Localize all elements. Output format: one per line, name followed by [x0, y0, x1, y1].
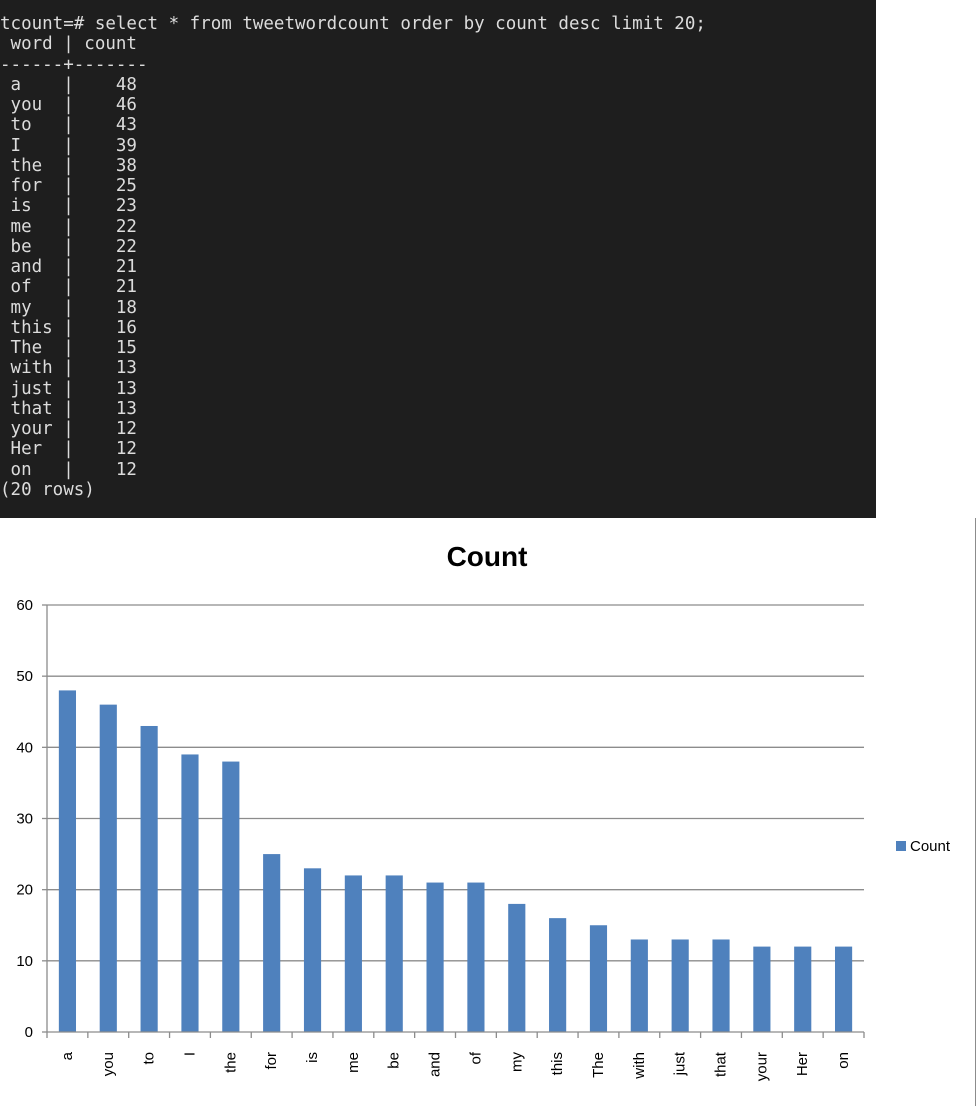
bar-be: [385, 875, 403, 1032]
terminal-line: The | 15: [0, 338, 137, 358]
bar-that: [712, 939, 730, 1032]
bar-a: [58, 690, 77, 1032]
x-tick-label: my: [508, 1052, 525, 1072]
bar-of: [467, 882, 485, 1032]
x-tick-label: to: [141, 1052, 158, 1065]
y-tick-label: 60: [16, 597, 33, 614]
terminal-line: I | 39: [0, 135, 137, 156]
x-tick-label: and: [427, 1052, 444, 1077]
x-tick-label: The: [590, 1052, 607, 1078]
terminal-line: the | 38: [0, 155, 137, 176]
terminal-line: you | 46: [0, 95, 137, 115]
legend-label: Count: [910, 838, 951, 855]
terminal-line: me | 22: [0, 216, 137, 237]
x-tick-label: of: [467, 1051, 484, 1064]
x-tick-label: a: [59, 1051, 76, 1060]
terminal-line: with | 13: [0, 358, 137, 379]
y-tick-label: 10: [16, 953, 33, 970]
y-tick-label: 30: [16, 811, 33, 828]
right-border: [975, 518, 976, 1106]
y-tick-label: 50: [16, 668, 33, 685]
x-tick-label: me: [345, 1052, 362, 1073]
terminal-line: my | 18: [0, 297, 137, 318]
bar-with: [630, 939, 648, 1032]
x-tick-label: be: [386, 1052, 403, 1069]
bar-and: [426, 882, 444, 1032]
bar-on: [834, 946, 853, 1032]
y-tick-label: 40: [16, 739, 33, 756]
bar-The: [589, 925, 608, 1032]
gridlines: [47, 604, 864, 962]
y-tick-label: 0: [25, 1024, 33, 1041]
terminal-line: and | 21: [0, 257, 137, 277]
bar-your: [753, 946, 771, 1032]
bar-the: [222, 761, 240, 1032]
y-tick-label: 20: [16, 882, 33, 899]
bar-to: [140, 725, 158, 1032]
x-tick-label: just: [672, 1051, 689, 1076]
terminal-line: Her | 12: [0, 439, 137, 460]
terminal-line: a | 48: [0, 74, 137, 95]
bar-is: [303, 868, 322, 1032]
terminal-output: tcount=# select * from tweetwordcount or…: [0, 0, 876, 500]
terminal-line: tcount=# select * from tweetwordcount or…: [0, 14, 706, 34]
x-tick-label: Her: [794, 1052, 811, 1076]
x-tick-label: this: [549, 1052, 566, 1075]
bar-this: [549, 918, 567, 1032]
x-tick-label: I: [181, 1052, 198, 1056]
terminal-line: for | 25: [0, 176, 137, 196]
bar-you: [99, 704, 117, 1032]
terminal-line: be | 22: [0, 236, 137, 257]
x-tick-label: your: [753, 1052, 770, 1081]
x-tick-label: the: [222, 1052, 239, 1073]
chart-title: Count: [447, 541, 528, 572]
terminal-line: this | 16: [0, 317, 137, 338]
terminal-line: ------+-------: [0, 54, 148, 75]
bar-for: [263, 854, 281, 1032]
terminal-line: your | 12: [0, 419, 137, 439]
x-tick-label: on: [835, 1052, 852, 1069]
terminal-line: on | 12: [0, 459, 137, 480]
x-tick-label: is: [304, 1052, 321, 1063]
x-tick-label: for: [263, 1052, 280, 1070]
terminal-line: just | 13: [0, 378, 137, 399]
bars: [58, 690, 853, 1032]
legend-swatch: [896, 841, 906, 851]
terminal-line: word | count: [0, 34, 137, 55]
bar-my: [508, 903, 526, 1032]
terminal-line: is | 23: [0, 196, 137, 217]
terminal-line: to | 43: [0, 115, 137, 136]
bar-I: [181, 754, 199, 1032]
bar-Her: [794, 946, 812, 1032]
bar-just: [671, 939, 689, 1032]
x-tick-label: with: [631, 1052, 648, 1080]
x-tick-label: you: [100, 1052, 117, 1076]
bar-me: [344, 875, 362, 1032]
terminal-line: of | 21: [0, 277, 137, 298]
x-tick-label: that: [713, 1051, 730, 1077]
terminal-line: (20 rows): [0, 479, 95, 500]
terminal-line: that | 13: [0, 398, 137, 419]
terminal-window: tcount=# select * from tweetwordcount or…: [0, 0, 876, 518]
legend: Count: [896, 838, 951, 855]
